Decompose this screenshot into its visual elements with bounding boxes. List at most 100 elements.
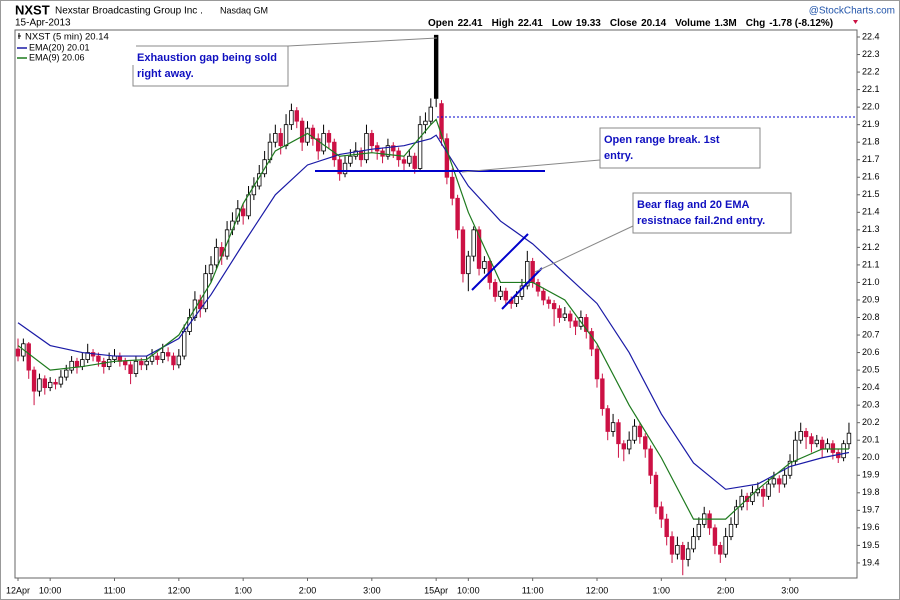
candle-body bbox=[471, 229, 476, 257]
candle-body bbox=[299, 120, 305, 143]
y-tick-label: 21.8 bbox=[862, 137, 880, 147]
candle-body bbox=[310, 127, 316, 140]
candle-body bbox=[64, 369, 69, 378]
legend-label: NXST (5 min) 20.14 bbox=[25, 32, 109, 43]
y-tick-label: 22.1 bbox=[862, 84, 880, 94]
candle-body bbox=[669, 536, 675, 555]
candle-body bbox=[171, 355, 176, 366]
candle-body bbox=[106, 359, 112, 367]
candle-body bbox=[712, 527, 718, 546]
quote-label: Chg bbox=[746, 18, 765, 29]
pointer bbox=[461, 159, 601, 173]
quote-line: Open 22.41 High 22.41 Low 19.33 Close 20.14 Volu… bbox=[428, 18, 833, 29]
candle-body bbox=[830, 443, 836, 453]
candle-body bbox=[793, 439, 798, 462]
annotation-text: entry. bbox=[604, 150, 633, 162]
candle-body bbox=[139, 360, 144, 366]
callout-box bbox=[632, 192, 792, 234]
candle-body bbox=[353, 150, 358, 157]
candle-body bbox=[273, 133, 278, 143]
quote-label: Open bbox=[428, 18, 454, 29]
candle-body bbox=[160, 352, 165, 360]
annotation-text: Bear flag and 20 EMA bbox=[637, 199, 750, 211]
candle-body bbox=[278, 133, 283, 147]
candle-body bbox=[659, 506, 664, 520]
candle-body bbox=[466, 255, 471, 275]
x-tick-label: 1:00 bbox=[653, 585, 671, 595]
candle-body bbox=[401, 159, 407, 164]
y-tick-label: 21.4 bbox=[862, 207, 880, 217]
plot bbox=[15, 34, 860, 581]
candle-body bbox=[128, 364, 133, 374]
candle-body bbox=[214, 246, 219, 266]
candle-body bbox=[262, 159, 267, 175]
candle-body bbox=[626, 439, 632, 450]
candle-body bbox=[294, 110, 299, 122]
candle-body bbox=[337, 159, 342, 175]
candle-body bbox=[535, 282, 541, 292]
x-tick-label: 1:00 bbox=[234, 585, 252, 595]
candle-body bbox=[15, 348, 21, 357]
candle-body bbox=[723, 536, 728, 555]
candle-body bbox=[385, 145, 391, 157]
candle-body bbox=[664, 518, 669, 538]
y-tick-label: 22.3 bbox=[862, 49, 880, 59]
candle-body bbox=[616, 422, 621, 445]
legend-label: EMA(20) 20.01 bbox=[29, 42, 90, 52]
y-tick-label: 19.6 bbox=[862, 522, 880, 532]
candle-body bbox=[74, 360, 80, 367]
candle-body bbox=[605, 408, 610, 432]
candle-body bbox=[675, 544, 680, 555]
x-tick-label: 10:00 bbox=[457, 585, 480, 595]
symbol: NXST bbox=[15, 2, 50, 17]
ema-line bbox=[17, 118, 849, 520]
candle-body bbox=[53, 381, 58, 385]
candle-body bbox=[439, 103, 444, 140]
candle-body bbox=[26, 343, 31, 371]
annotation-text: Open range break. 1st bbox=[604, 134, 720, 146]
annotation-text: Exhaustion gap being sold bbox=[137, 52, 277, 64]
y-tick-label: 20.8 bbox=[862, 312, 880, 322]
candle-body bbox=[444, 138, 450, 178]
y-tick-label: 19.8 bbox=[862, 487, 880, 497]
y-tick-label: 21.6 bbox=[862, 172, 880, 182]
candle-body bbox=[289, 110, 294, 126]
candle-body bbox=[482, 261, 487, 269]
y-tick-label: 21.9 bbox=[862, 119, 880, 129]
candle-body bbox=[584, 317, 589, 332]
candle-body bbox=[133, 360, 139, 374]
candle-body bbox=[503, 290, 509, 301]
plot-area bbox=[14, 29, 858, 579]
candle-body bbox=[760, 488, 766, 497]
quote-label: High bbox=[492, 18, 514, 29]
candle-body bbox=[176, 355, 182, 366]
quote-value: 22.41 bbox=[518, 18, 543, 29]
candle-body bbox=[460, 229, 466, 275]
candle-body bbox=[814, 439, 819, 445]
change-arrow bbox=[853, 20, 858, 24]
y-tick-label: 20.4 bbox=[862, 382, 880, 392]
x-tick-label: 10:00 bbox=[39, 585, 62, 595]
candle-body bbox=[123, 360, 128, 366]
candle-body bbox=[685, 548, 691, 560]
y-tick-label: 20.9 bbox=[862, 294, 880, 304]
candle-body bbox=[643, 436, 648, 450]
candle-body bbox=[825, 443, 830, 450]
candle-body bbox=[417, 124, 423, 169]
candle-body bbox=[680, 544, 685, 560]
pointer bbox=[534, 225, 634, 273]
y-tick-label: 20.2 bbox=[862, 417, 880, 427]
candle-body bbox=[525, 261, 530, 287]
candle-body bbox=[358, 150, 364, 161]
y-tick-label: 22.2 bbox=[862, 66, 880, 76]
quote-value: -1.78 (-8.12%) bbox=[769, 18, 833, 29]
y-tick-label: 19.4 bbox=[862, 557, 880, 567]
candle-body bbox=[348, 155, 353, 164]
exchange: Nasdaq GM bbox=[220, 5, 268, 15]
date: 15-Apr-2013 bbox=[15, 18, 71, 29]
quote-value: 1.3M bbox=[715, 18, 737, 29]
x-tick-label: 12:00 bbox=[586, 585, 609, 595]
x-tick-label: 12:00 bbox=[168, 585, 191, 595]
candle-body bbox=[208, 264, 214, 275]
candle-body bbox=[476, 229, 482, 269]
